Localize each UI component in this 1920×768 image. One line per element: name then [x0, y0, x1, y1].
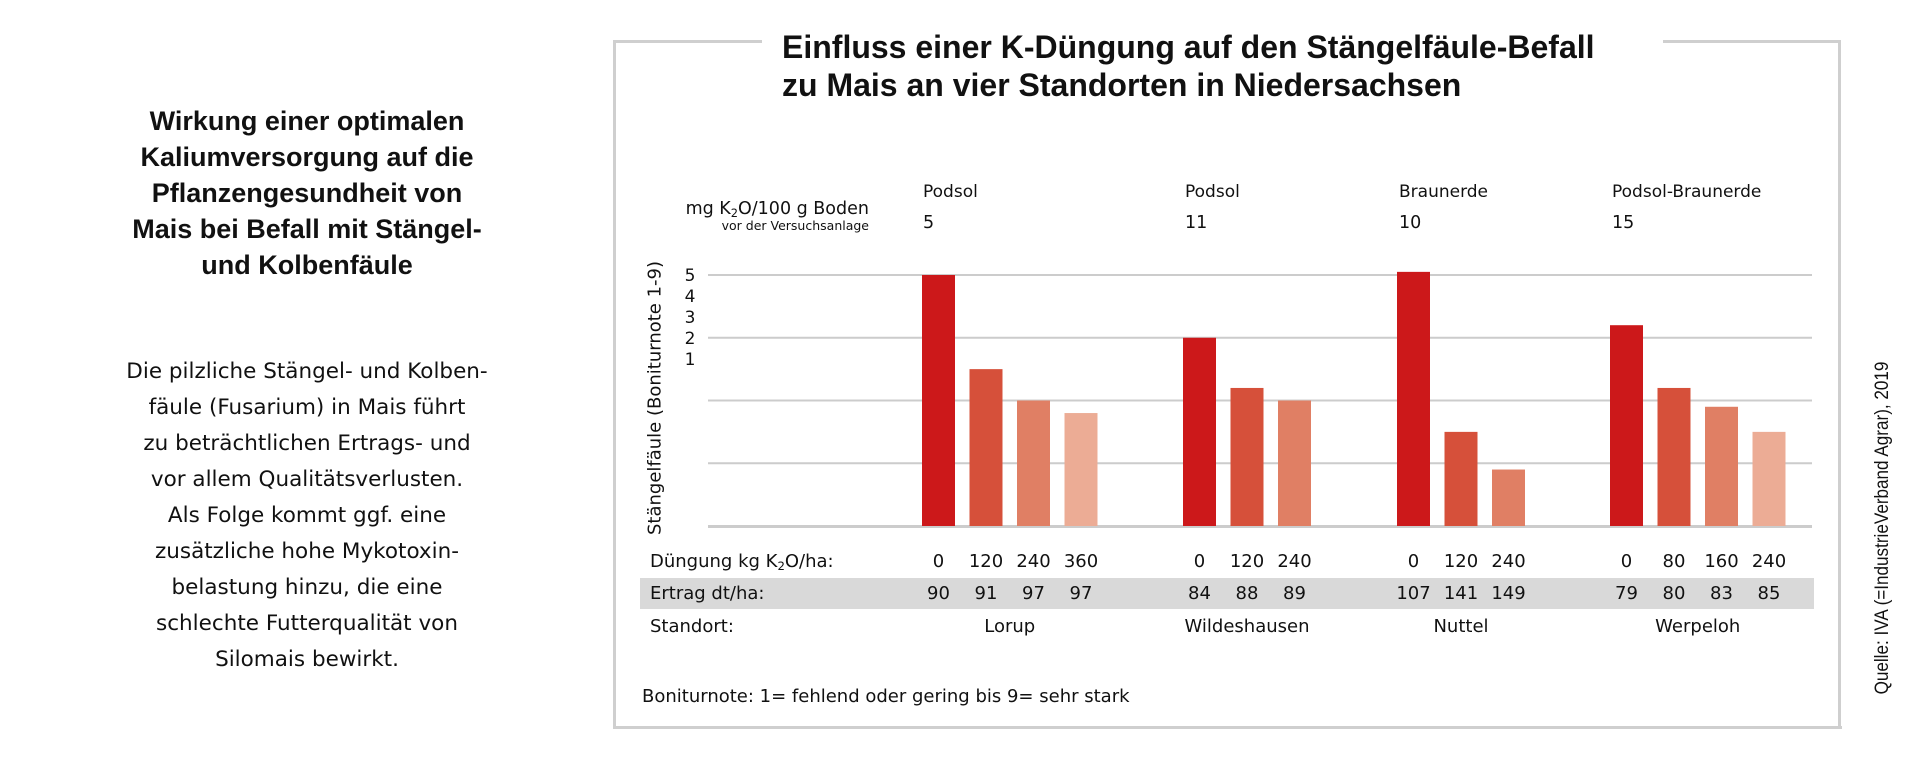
site-label: Lorup	[984, 616, 1036, 637]
yield-cell: 84	[1188, 583, 1211, 604]
chart-frame-left	[613, 40, 616, 729]
left-body-line: schlechte Futterqualität von	[156, 611, 458, 636]
fertilization-cell: 240	[1491, 551, 1526, 572]
yield-cell: 107	[1396, 583, 1431, 604]
bar-lorup-0	[922, 275, 955, 526]
bar-werpeloh-0	[1610, 325, 1643, 526]
left-body-line: vor allem Qualitätsverlusten.	[150, 467, 464, 492]
left-body-line: belastung hinzu, die eine	[171, 575, 443, 600]
left-title-line: Pflanzengesundheit von	[151, 178, 463, 208]
site-label: Wildeshausen	[1184, 616, 1310, 637]
fertilization-cell: 0	[1620, 551, 1633, 572]
fertilization-row-label: Düngung kg K2O/ha:	[650, 551, 834, 573]
chart-title-line: zu Mais an vier Standorten in Niedersach…	[782, 67, 1462, 103]
yield-cell: 79	[1615, 583, 1638, 604]
left-body-line: Als Folge kommt ggf. eine	[167, 503, 447, 528]
left-body-line: Silomais bewirkt.	[215, 647, 399, 672]
y-tick-label: 1	[684, 350, 696, 370]
left-title-line: und Kolbenfäule	[201, 250, 413, 280]
yield-cell: 83	[1710, 583, 1733, 604]
source-note: Quelle: IVA (=IndustrieVerband Agrar), 2…	[1872, 361, 1893, 695]
yield-cell: 85	[1757, 583, 1781, 604]
unit-text: O/100 g Boden	[738, 199, 869, 219]
yield-cell: 89	[1283, 583, 1306, 604]
left-body-line: zusätzliche hohe Mykotoxin-	[154, 539, 460, 564]
bar-lorup-240	[1017, 400, 1050, 526]
chart-frame-top-left	[613, 40, 762, 43]
site-row-label: Standort:	[650, 616, 734, 637]
bar-wildeshausen-0	[1183, 337, 1216, 526]
yield-cell: 149	[1491, 583, 1526, 604]
group-k2o-value: 5	[923, 213, 935, 233]
yield-row-label: Ertrag dt/ha:	[650, 583, 765, 604]
fertilization-cell: 360	[1063, 551, 1099, 572]
group-k2o-value: 10	[1399, 213, 1422, 233]
unit-subscript: 2	[730, 205, 738, 220]
bar-wildeshausen-240	[1278, 400, 1311, 526]
yield-cell: 141	[1443, 583, 1479, 604]
chart-title: Einfluss einer K-Düngung auf den Stängel…	[782, 28, 1662, 104]
y-tick-labels: 5 4 3 2 1	[679, 266, 701, 371]
fertilization-cell: 240	[1277, 551, 1312, 572]
y-tick-label: 3	[684, 308, 696, 328]
fertilization-cell: 0	[1407, 551, 1420, 572]
site-label: Werpeloh	[1655, 616, 1741, 637]
group-soil-label: Podsol	[923, 182, 978, 202]
group-soil-label: Braunerde	[1399, 182, 1489, 202]
fertilization-cell: 120	[1229, 551, 1265, 572]
yield-cell: 91	[974, 583, 998, 604]
group-k2o-value: 11	[1185, 213, 1208, 233]
soil-k2o-unit-sublabel: vor der Versuchsanlage	[721, 218, 869, 233]
bar-nuttel-120	[1444, 431, 1478, 526]
left-panel-body: Die pilzliche Stängel- und Kolben- fäule…	[80, 354, 534, 678]
fertilization-cell: 80	[1662, 551, 1686, 572]
fertilization-cell: 120	[1443, 551, 1479, 572]
left-title-line: Wirkung einer optimalen	[149, 106, 465, 136]
label-text: Düngung kg K	[650, 551, 778, 572]
label-subscript: 2	[777, 558, 785, 573]
left-body-line: Die pilzliche Stängel- und Kolben-	[126, 359, 488, 384]
chart-frame-top-right	[1663, 40, 1841, 43]
rating-footnote: Boniturnote: 1= fehlend oder gering bis …	[642, 686, 1130, 707]
bar-nuttel-0	[1397, 271, 1430, 526]
yield-cell: 88	[1235, 583, 1259, 604]
left-panel-title: Wirkung einer optimalen Kaliumversorgung…	[95, 103, 519, 283]
yield-cell: 90	[927, 583, 950, 604]
fertilization-cell: 0	[932, 551, 945, 572]
yield-row-band	[640, 578, 1814, 609]
group-soil-label: Podsol	[1185, 182, 1240, 202]
group-soil-label: Podsol-Braunerde	[1612, 182, 1762, 202]
chart-title-line: Einfluss einer K-Düngung auf den Stängel…	[782, 29, 1595, 65]
bar-werpeloh-160	[1705, 406, 1738, 526]
bar-werpeloh-240	[1752, 431, 1786, 526]
y-tick-label: 4	[684, 287, 696, 307]
left-body-line: fäule (Fusarium) in Mais führt	[148, 395, 466, 420]
bar-nuttel-240	[1492, 469, 1525, 526]
bar-lorup-120	[969, 369, 1003, 526]
fertilization-cell: 240	[1751, 551, 1787, 572]
soil-k2o-unit-label: mg K2O/100 g Boden	[640, 199, 869, 219]
left-body-line: zu beträchtlichen Ertrags- und	[143, 431, 471, 456]
yield-cell: 97	[1069, 583, 1093, 604]
yield-cell: 80	[1662, 583, 1686, 604]
left-title-line: Mais bei Befall mit Stängel-	[132, 214, 482, 244]
y-tick-label: 5	[684, 266, 696, 286]
yield-cell: 97	[1022, 583, 1045, 604]
site-label: Nuttel	[1433, 616, 1489, 637]
bar-wildeshausen-120	[1230, 387, 1264, 526]
bar-werpeloh-80	[1657, 387, 1691, 526]
chart-frame-bottom	[613, 726, 1842, 729]
chart-frame-right	[1838, 40, 1841, 729]
y-tick-label: 2	[684, 329, 696, 349]
label-text: O/ha:	[784, 551, 834, 572]
bar-lorup-360	[1064, 413, 1098, 526]
fertilization-cell: 120	[968, 551, 1004, 572]
group-k2o-value: 15	[1612, 213, 1635, 233]
left-title-line: Kaliumversorgung auf die	[140, 142, 474, 172]
fertilization-cell: 240	[1016, 551, 1051, 572]
fertilization-cell: 160	[1704, 551, 1739, 572]
fertilization-cell: 0	[1193, 551, 1206, 572]
unit-text: mg K	[685, 199, 731, 219]
